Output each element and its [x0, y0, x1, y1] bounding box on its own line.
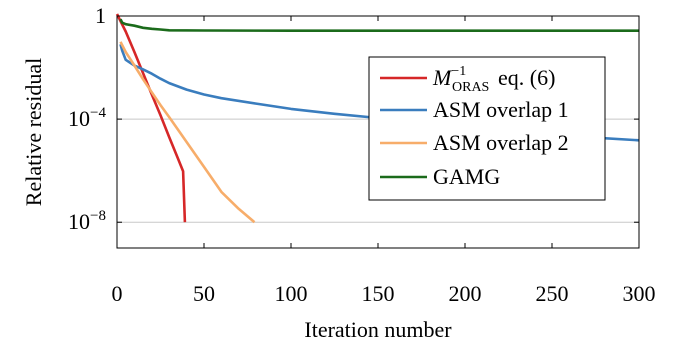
x-tick-label: 50	[193, 281, 215, 306]
x-tick-label: 300	[623, 281, 656, 306]
x-axis-label: Iteration number	[304, 317, 452, 342]
legend-label: GAMG	[433, 164, 500, 189]
y-tick-label: 1	[95, 3, 106, 28]
x-tick-labels: 0 50 100 150 200 250 300	[112, 281, 656, 306]
legend-items: M−1 ORAS eq. (6)ASM overlap 1 ASM overlap 2…	[380, 64, 569, 189]
x-tick-label: 150	[362, 281, 395, 306]
legend-label: ASM overlap 2	[433, 130, 569, 155]
x-tick-label: 0	[112, 281, 123, 306]
series-line-eq-6	[115, 13, 187, 223]
series-line-asm-overlap-2	[119, 41, 256, 224]
x-tick-label: 200	[449, 281, 482, 306]
legend: M−1 ORAS eq. (6)ASM overlap 1 ASM overlap 2…	[368, 56, 606, 201]
series-line-gamg	[119, 18, 639, 33]
x-tick-label: 100	[275, 281, 308, 306]
y-tick-label: 10−8	[68, 208, 106, 234]
legend-label: M−1 ORAS eq. (6)	[432, 64, 555, 95]
x-tick-label: 250	[536, 281, 569, 306]
y-axis-label: Relative residual	[21, 58, 46, 206]
y-tick-label: 10−4	[68, 105, 106, 131]
legend-label: ASM overlap 1	[433, 97, 569, 122]
plot-frame	[116, 15, 640, 249]
y-tick-labels: 1 10−4 10−8	[68, 3, 106, 234]
